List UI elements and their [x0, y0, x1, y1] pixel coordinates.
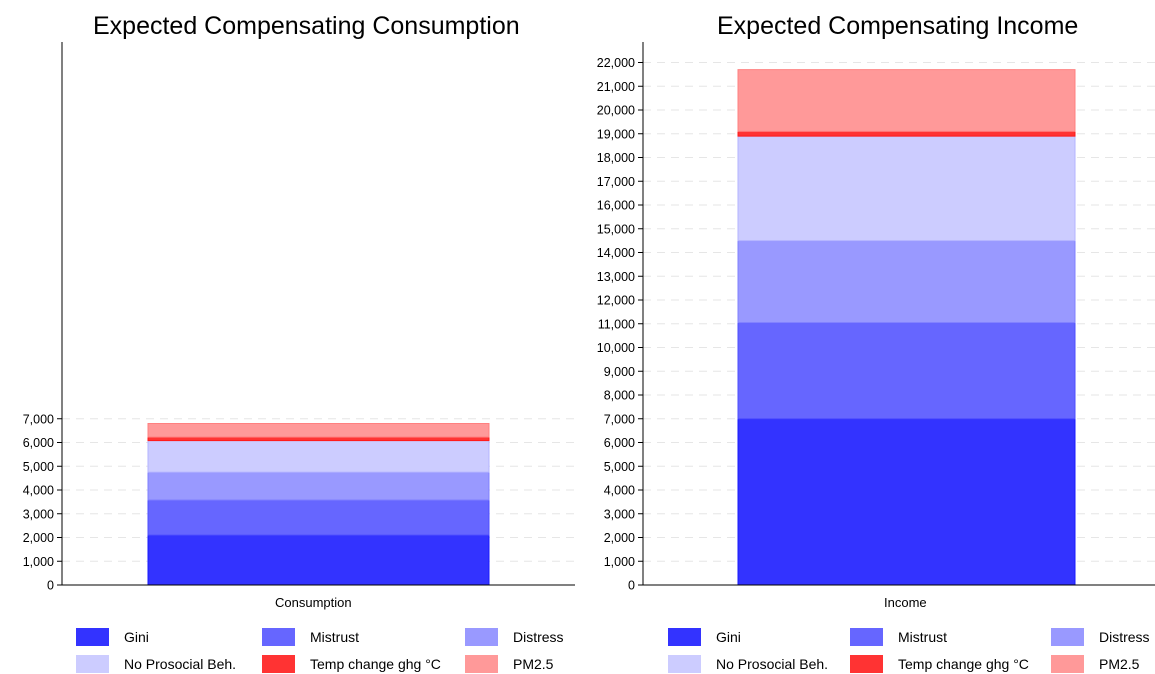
y-tick-label: 5,000: [604, 460, 635, 474]
bar-segment-pm2-5: [147, 423, 490, 438]
legend-swatch: [1051, 628, 1084, 646]
bar-segment-temp-change-ghg-c: [147, 436, 490, 442]
legend-swatch: [850, 655, 883, 673]
chart-title: Expected Compensating Consumption: [93, 12, 520, 40]
y-tick-label: 16,000: [597, 199, 635, 213]
legend-label: PM2.5: [513, 656, 554, 672]
chart-plot-income: 0 1,000 2,000 3,000 4,000 5,000 6,000 7,000 8,00…: [597, 42, 1155, 593]
category-label: Income: [884, 595, 927, 610]
y-tick-label: 1,000: [604, 555, 635, 569]
y-tick-label: 3,000: [23, 507, 54, 521]
legend-item-pm25: PM2.5: [465, 654, 553, 674]
bar-segment-no-prosocial-beh-: [147, 440, 490, 473]
legend-label: Mistrust: [898, 629, 947, 645]
legend-item-mistrust: Mistrust: [850, 627, 947, 647]
y-tick-label: 17,000: [597, 175, 635, 189]
legend-label: No Prosocial Beh.: [716, 656, 829, 672]
y-tick-label: 13,000: [597, 270, 635, 284]
legend-item-gini: Gini: [76, 627, 149, 647]
y-tick-label: 6,000: [23, 436, 54, 450]
y-tick-label: 9,000: [604, 365, 635, 379]
bar-segment-distress: [147, 471, 490, 501]
legend-label: Temp change ghg °C: [310, 656, 441, 672]
bar-segment-mistrust: [147, 499, 490, 536]
y-tick-label: 19,000: [597, 127, 635, 141]
legend-item-distress: Distress: [1051, 627, 1150, 647]
bar-segment-gini: [737, 418, 1076, 586]
bar-segment-temp-change-ghg-c: [737, 130, 1076, 137]
legend-swatch: [465, 655, 498, 673]
legend-label: Distress: [513, 629, 564, 645]
legend-item-mistrust: Mistrust: [262, 627, 359, 647]
legend-item-no-prosocial: No Prosocial Beh.: [668, 654, 828, 674]
chart-legend: Gini Mistrust Distress No Prosocial Beh.…: [668, 622, 1155, 674]
y-tick-label: 18,000: [597, 151, 635, 165]
legend-label: Temp change ghg °C: [898, 656, 1029, 672]
y-tick-label: 4,000: [604, 484, 635, 498]
legend-item-temp-change: Temp change ghg °C: [850, 654, 1029, 674]
bar-segment-mistrust: [737, 322, 1076, 420]
y-tick-label: 1,000: [23, 555, 54, 569]
y-tick-label: 6,000: [604, 436, 635, 450]
legend-swatch: [262, 628, 295, 646]
y-tick-label: 11,000: [598, 317, 635, 331]
legend-item-pm25: PM2.5: [1051, 654, 1139, 674]
legend-label: Gini: [716, 629, 741, 645]
bar-segment-no-prosocial-beh-: [737, 135, 1076, 242]
y-tick-label: 14,000: [597, 246, 635, 260]
legend-swatch: [850, 628, 883, 646]
legend-label: Gini: [124, 629, 149, 645]
chart-plot-consumption: 0 1,000 2,000 3,000 4,000 5,000 6,000 7,000: [23, 42, 575, 593]
y-tick-label: 12,000: [597, 294, 635, 308]
legend-swatch: [76, 655, 109, 673]
y-tick-label: 8,000: [604, 389, 635, 403]
y-tick-label: 7,000: [23, 412, 54, 426]
chart-legend: Gini Mistrust Distress No Prosocial Beh.…: [76, 622, 596, 674]
legend-label: PM2.5: [1099, 656, 1140, 672]
y-tick-label: 15,000: [597, 222, 635, 236]
bar-segment-distress: [737, 240, 1076, 324]
y-tick-label: 2,000: [23, 531, 54, 545]
chart-panel-income: Expected Compensating Income 0 1,000 2,000…: [577, 0, 1155, 674]
y-tick-label: 2,000: [604, 531, 635, 545]
legend-swatch: [76, 628, 109, 646]
legend-item-gini: Gini: [668, 627, 741, 647]
legend-label: Distress: [1099, 629, 1150, 645]
y-tick-label: 0: [47, 579, 54, 593]
y-tick-label: 4,000: [23, 484, 54, 498]
chart-title: Expected Compensating Income: [717, 12, 1079, 40]
legend-item-no-prosocial: No Prosocial Beh.: [76, 654, 236, 674]
legend-swatch: [465, 628, 498, 646]
chart-panel-consumption: Expected Compensating Consumption 0 1,000…: [0, 0, 577, 673]
legend-swatch: [668, 628, 701, 646]
y-tick-label: 5,000: [23, 460, 54, 474]
y-tick-label: 7,000: [604, 412, 635, 426]
y-tick-label: 0: [628, 579, 635, 593]
bar-segment-gini: [147, 534, 490, 586]
legend-label: No Prosocial Beh.: [124, 656, 237, 672]
y-tick-label: 21,000: [597, 80, 635, 94]
legend-swatch: [1051, 655, 1084, 673]
y-tick-label: 22,000: [597, 56, 635, 70]
legend-item-distress: Distress: [465, 627, 564, 647]
bar-segment-pm2-5: [737, 69, 1076, 132]
legend-swatch: [262, 655, 295, 673]
y-tick-label: 20,000: [597, 104, 635, 118]
legend-item-temp-change: Temp change ghg °C: [262, 654, 441, 674]
legend-label: Mistrust: [310, 629, 359, 645]
y-tick-label: 10,000: [597, 341, 635, 355]
category-label: Consumption: [275, 595, 352, 610]
y-tick-label: 3,000: [604, 507, 635, 521]
legend-swatch: [668, 655, 701, 673]
